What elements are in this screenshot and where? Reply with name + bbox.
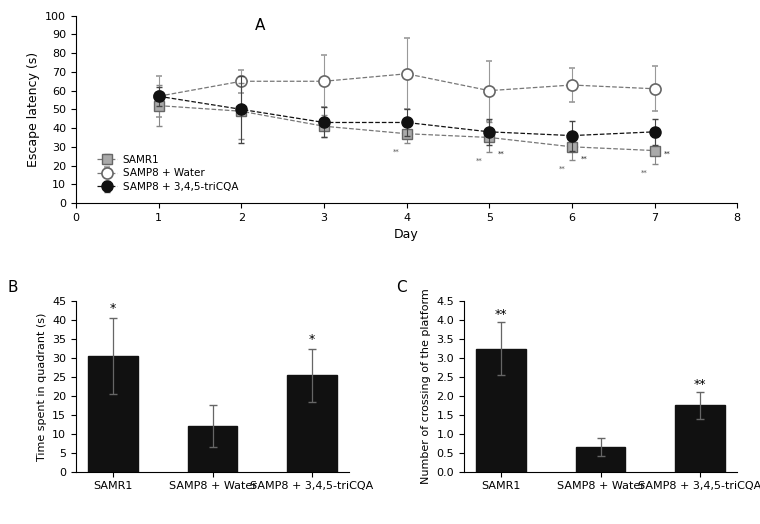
Bar — [477, 348, 526, 472]
Text: **: ** — [495, 308, 508, 321]
Text: **: ** — [499, 150, 505, 157]
Text: B: B — [8, 279, 18, 294]
Legend: SAMR1, SAMP8 + Water, SAMP8 + 3,4,5-triCQA: SAMR1, SAMP8 + Water, SAMP8 + 3,4,5-triC… — [94, 152, 240, 194]
Text: **: ** — [641, 169, 648, 176]
Text: **: ** — [694, 378, 706, 390]
X-axis label: Day: Day — [394, 228, 419, 241]
Y-axis label: Escape latency (s): Escape latency (s) — [27, 52, 40, 167]
Bar — [188, 426, 237, 472]
Text: **: ** — [476, 158, 483, 164]
Bar — [287, 375, 337, 472]
Text: *: * — [309, 333, 315, 346]
Text: **: ** — [559, 166, 565, 171]
Bar — [88, 356, 138, 472]
Text: **: ** — [581, 156, 587, 162]
Bar — [675, 406, 725, 472]
Bar — [576, 447, 625, 472]
Y-axis label: Time spent in quadrant (s): Time spent in quadrant (s) — [36, 312, 46, 461]
Text: **: ** — [663, 150, 670, 157]
Text: C: C — [396, 279, 407, 294]
Y-axis label: Number of crossing of the platform: Number of crossing of the platform — [421, 289, 431, 484]
Text: A: A — [255, 18, 265, 32]
Text: **: ** — [394, 149, 400, 155]
Text: *: * — [110, 302, 116, 315]
